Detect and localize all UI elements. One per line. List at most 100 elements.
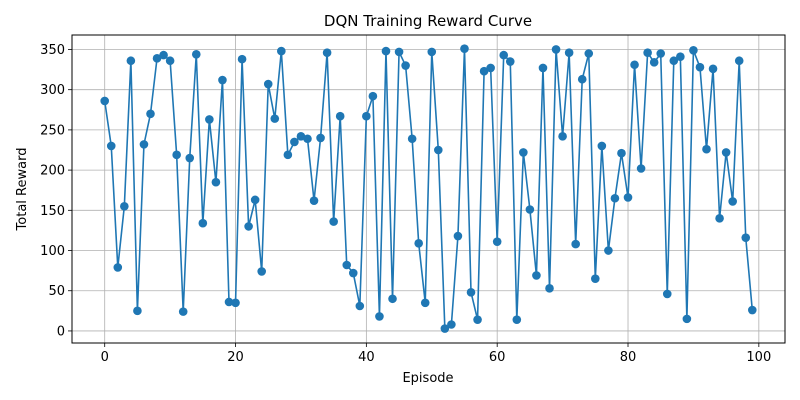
data-point — [420, 298, 430, 308]
data-point — [584, 49, 594, 58]
data-point — [303, 134, 312, 144]
data-point — [296, 132, 306, 141]
data-point — [617, 148, 626, 158]
data-point — [466, 288, 476, 297]
data-point — [309, 196, 319, 205]
data-point — [662, 289, 672, 299]
data-point — [100, 96, 110, 106]
data-point — [702, 144, 711, 154]
y-tick-label: 200 — [40, 164, 65, 179]
data-point — [146, 109, 155, 119]
data-point — [636, 164, 646, 173]
data-point — [577, 74, 587, 84]
y-axis-title: Total Reward — [15, 148, 30, 232]
data-point — [558, 132, 567, 141]
y-tick-label: 300 — [40, 83, 65, 98]
data-point — [453, 231, 463, 241]
data-point — [473, 315, 482, 324]
data-point — [440, 324, 450, 333]
data-point — [113, 263, 123, 272]
data-point — [460, 44, 469, 53]
data-point — [237, 54, 247, 64]
x-tick-label: 0 — [101, 350, 109, 365]
data-point — [362, 111, 371, 121]
data-point — [407, 134, 417, 144]
data-point — [715, 214, 724, 223]
data-point — [322, 48, 332, 57]
data-point — [133, 306, 142, 316]
series-group — [100, 44, 757, 333]
data-point — [682, 314, 692, 324]
data-point — [283, 150, 293, 160]
y-tick-label: 350 — [40, 43, 65, 58]
data-point — [290, 137, 299, 147]
data-point — [676, 52, 685, 62]
y-tick-label: 50 — [48, 284, 65, 299]
data-point — [205, 115, 214, 124]
data-point — [695, 62, 705, 72]
y-tick-label: 250 — [40, 123, 65, 138]
data-point — [604, 246, 613, 255]
data-point — [741, 233, 751, 242]
data-point — [747, 305, 757, 315]
data-point — [525, 205, 535, 214]
data-point — [120, 201, 129, 211]
data-point — [106, 141, 116, 151]
data-point — [499, 50, 509, 60]
y-tick-label: 150 — [40, 204, 65, 219]
data-point — [368, 91, 378, 101]
data-point — [401, 61, 410, 70]
data-point — [492, 237, 502, 246]
data-point — [165, 56, 175, 66]
series-line — [103, 47, 754, 330]
y-tick-label: 100 — [40, 244, 65, 259]
data-point — [721, 148, 731, 157]
data-point — [669, 56, 679, 66]
data-point — [427, 47, 437, 57]
data-point — [434, 145, 443, 155]
data-point — [335, 111, 345, 121]
data-point — [597, 141, 607, 151]
x-tick-label: 20 — [227, 350, 244, 365]
data-point — [348, 268, 358, 278]
data-point — [610, 193, 620, 203]
data-point — [191, 50, 201, 59]
data-point — [231, 298, 240, 308]
data-point — [139, 140, 149, 149]
data-point — [689, 45, 698, 55]
data-point — [394, 47, 404, 57]
data-point — [211, 177, 221, 187]
data-point — [728, 197, 737, 206]
data-point — [342, 260, 352, 270]
x-tick-label: 80 — [620, 350, 637, 365]
data-point — [519, 148, 528, 157]
data-point — [250, 195, 260, 205]
data-point — [532, 271, 541, 280]
data-point — [643, 48, 652, 57]
data-point — [263, 79, 273, 89]
x-axis-title: Episode — [402, 371, 453, 386]
data-point — [329, 217, 338, 226]
data-point — [545, 284, 554, 293]
data-point — [178, 307, 188, 316]
data-point — [734, 56, 744, 66]
data-point — [218, 75, 227, 85]
data-point — [159, 50, 168, 60]
axis-ticks: 0 20 40 60 80 100 0 50 100 150 200 250 300 350 — [40, 43, 771, 365]
data-point — [257, 267, 266, 276]
data-point — [708, 64, 718, 74]
chart-title: DQN Training Reward Curve — [324, 12, 532, 30]
data-point — [479, 66, 489, 76]
data-point — [486, 63, 495, 73]
data-point — [505, 57, 515, 66]
data-point — [152, 54, 162, 63]
x-tick-label: 100 — [746, 350, 771, 365]
data-point — [277, 46, 286, 56]
data-point — [551, 45, 561, 54]
data-point — [172, 150, 181, 160]
data-point — [623, 193, 633, 202]
data-point — [244, 222, 253, 231]
data-point — [126, 56, 136, 66]
